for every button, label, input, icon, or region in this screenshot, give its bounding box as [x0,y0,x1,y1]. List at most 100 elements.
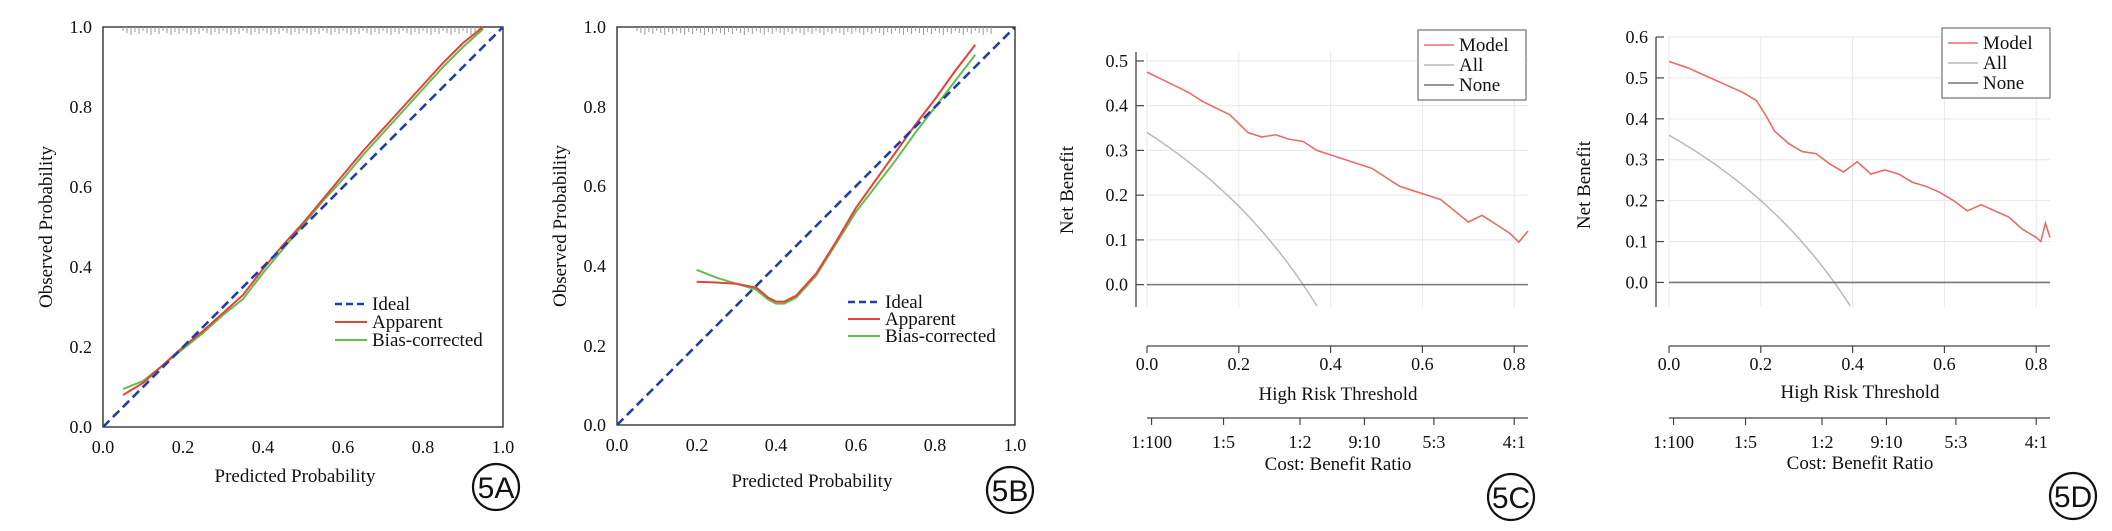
series-line-ideal [102,26,504,428]
y-tick-labels: 0.0 0.1 0.2 0.3 0.4 0.5 [1106,51,1144,295]
x2-tick-label: 4:1 [1503,432,1526,452]
series-line-apparent [696,44,976,303]
x-axis-label: Predicted Probability [732,471,893,492]
series-line-all [1668,134,1851,307]
y-tick-label: 0.6 [70,177,93,197]
y-axis-label: Observed Probability [36,146,57,309]
legend-label-none: None [1983,73,2024,94]
y-tick-label: 0.5 [1106,51,1129,71]
decision-curve-5c: 0.0 0.1 0.2 0.3 0.4 0.5 0.0 0.2 0.4 0.6 0.8 1:100… [1057,29,1536,522]
x-tick-label: 0.8 [924,435,947,455]
panel-badge: 5D [2054,481,2092,514]
decision-curve-5d: 0.0 0.1 0.2 0.3 0.4 0.5 0.6 0.0 0.2 0.4 0.6 0.8 1:… [1574,27,2098,521]
series-line-model [1146,71,1529,244]
y-tick-label: 0.4 [1626,109,1649,129]
y-tick-label: 0.2 [1626,191,1649,211]
legend: Ideal Apparent Bias-corrected [335,294,483,351]
panel-badge-circle [985,465,1035,515]
x-tick-label: 1.0 [492,437,515,457]
x2-tick-label: 9:10 [1348,432,1380,452]
y-tick-label: 0.2 [1106,185,1129,205]
x-tick-labels: 0.0 0.2 0.4 0.6 0.8 1.0 [92,437,515,457]
x-tick-label: 0.8 [2025,354,2048,374]
x2-tick-label: 4:1 [2025,432,2048,452]
series-layer [1146,71,1529,307]
x-tick-labels: 0.0 0.2 0.4 0.6 0.8 [1658,346,2048,374]
cost-benefit-tick-labels: 1:100 1:5 1:2 9:10 5:3 4:1 [1131,418,1526,452]
rug-marks [122,27,480,35]
y-tick-labels: 0.0 0.2 0.4 0.6 0.8 1.0 [70,17,93,437]
panel-badge-circle [471,462,521,512]
panel-badge-circle [1486,472,1536,522]
x-tick-label: 0.4 [765,435,788,455]
legend: Ideal Apparent Bias-corrected [848,292,996,347]
x-tick-label: 0.6 [1411,354,1434,374]
series-layer [616,26,1016,426]
x2-tick-label: 1:100 [1131,432,1172,452]
x-tick-label: 0.0 [606,435,629,455]
y-tick-label: 0.3 [1106,140,1129,160]
x2-tick-label: 1:2 [1288,432,1311,452]
x-tick-label: 0.4 [252,437,275,457]
x2-tick-label: 5:3 [1422,432,1445,452]
y-tick-label: 0.8 [584,97,607,117]
panel-badge: 5C [1492,482,1530,515]
x-tick-label: 0.4 [1841,354,1864,374]
x-tick-label: 0.2 [1228,354,1251,374]
calibration-plot-5a: 0.0 0.2 0.4 0.6 0.8 1.0 0.0 0.2 0.4 0.6 … [36,17,521,512]
y-axis-label: Net Benefit [1057,145,1078,234]
legend-label-all: All [1459,55,1483,76]
x-tick-label: 0.0 [1136,354,1159,374]
x2-tick-label: 9:10 [1870,432,1902,452]
series-line-model [1668,60,2051,244]
y-tick-label: 0.0 [584,415,607,435]
y-tick-label: 0.8 [70,97,93,117]
legend-label-none: None [1459,75,1500,96]
y-tick-labels: 0.0 0.2 0.4 0.6 0.8 1.0 [584,17,607,435]
panel-badge: 5A [478,472,515,505]
x-tick-label: 0.8 [412,437,435,457]
cost-benefit-tick-labels: 1:100 1:5 1:2 9:10 5:3 4:1 [1653,418,2048,452]
legend-label-model: Model [1983,33,2033,54]
x2-tick-label: 1:2 [1810,432,1833,452]
x-axis-label: High Risk Threshold [1258,384,1418,405]
x2-axis-label: Cost: Benefit Ratio [1787,453,1934,474]
x-tick-label: 0.6 [845,435,868,455]
y-tick-label: 0.1 [1626,232,1649,252]
x-tick-label: 0.2 [172,437,195,457]
series-line-ideal [616,26,1016,426]
x2-tick-label: 1:5 [1734,432,1757,452]
x-tick-labels: 0.0 0.2 0.4 0.6 0.8 1.0 [606,435,1027,455]
panel-badge-circle [2048,471,2098,521]
x2-tick-label: 1:100 [1653,432,1694,452]
series-line-bias-corrected [696,54,976,305]
y-tick-label: 1.0 [70,17,93,37]
y-axis-label: Observed Probability [550,145,571,308]
series-line-bias-corrected [122,28,484,390]
legend-label-ideal: Ideal [885,292,923,313]
x-tick-label: 0.6 [1933,354,1956,374]
legend-box [1941,27,2051,99]
y-tick-label: 0.2 [584,336,607,356]
rug-marks [636,27,992,35]
x-tick-label: 0.2 [686,435,709,455]
x-tick-label: 0.6 [332,437,355,457]
x2-tick-label: 1:5 [1212,432,1235,452]
x-tick-label: 0.0 [92,437,115,457]
y-tick-label: 0.3 [1626,150,1649,170]
legend-label-apparent: Apparent [372,312,443,333]
y-tick-labels: 0.0 0.1 0.2 0.3 0.4 0.5 0.6 [1626,27,1664,292]
legend-label-model: Model [1459,35,1509,56]
x-tick-label: 0.0 [1658,354,1681,374]
y-tick-label: 0.0 [1626,272,1649,292]
y-tick-label: 0.6 [584,176,607,196]
y-axis-label: Net Benefit [1574,140,1595,229]
y-tick-label: 0.4 [70,257,93,277]
x-tick-label: 0.4 [1319,354,1342,374]
y-tick-label: 0.4 [584,256,607,276]
y-tick-label: 0.4 [1106,96,1129,116]
x2-tick-label: 5:3 [1944,432,1967,452]
x-tick-label: 0.8 [1503,354,1526,374]
legend: Model All None [1417,29,1527,101]
x-axis-label: Predicted Probability [215,466,376,487]
